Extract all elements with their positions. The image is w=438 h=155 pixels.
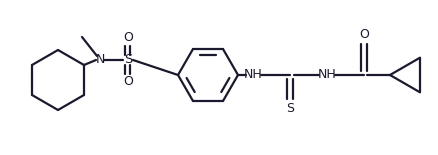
Text: NH: NH: [317, 69, 336, 82]
Text: O: O: [123, 31, 133, 44]
Text: NH: NH: [243, 69, 262, 82]
Text: S: S: [124, 53, 132, 66]
Text: S: S: [285, 102, 293, 115]
Text: N: N: [95, 53, 104, 66]
Text: O: O: [123, 75, 133, 89]
Text: O: O: [358, 29, 368, 42]
